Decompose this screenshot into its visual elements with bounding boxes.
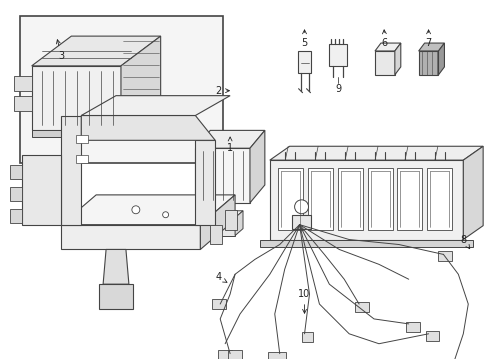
Bar	[368, 168, 392, 230]
Text: 10: 10	[298, 289, 311, 313]
Bar	[76, 135, 88, 143]
Polygon shape	[439, 43, 444, 75]
Polygon shape	[200, 195, 235, 249]
Polygon shape	[375, 43, 401, 51]
Polygon shape	[61, 195, 235, 225]
Bar	[427, 168, 452, 230]
Circle shape	[294, 200, 309, 214]
Bar	[426, 331, 440, 341]
Polygon shape	[196, 148, 250, 203]
Bar	[292, 215, 312, 229]
Bar	[210, 225, 222, 244]
Polygon shape	[81, 96, 230, 116]
Bar	[338, 168, 363, 230]
Polygon shape	[196, 130, 265, 148]
Polygon shape	[61, 225, 200, 249]
Bar	[397, 168, 422, 230]
Text: 5: 5	[301, 30, 308, 48]
Text: 9: 9	[335, 84, 342, 94]
Polygon shape	[121, 36, 161, 130]
Bar	[406, 322, 419, 332]
Bar	[218, 350, 232, 360]
Polygon shape	[250, 130, 265, 203]
Polygon shape	[32, 36, 161, 66]
Polygon shape	[270, 146, 483, 160]
Polygon shape	[418, 51, 439, 75]
Polygon shape	[235, 211, 243, 235]
Polygon shape	[196, 140, 215, 225]
Polygon shape	[22, 155, 61, 225]
Bar	[301, 332, 314, 342]
Bar	[268, 352, 286, 360]
Polygon shape	[210, 218, 235, 235]
Polygon shape	[81, 116, 215, 140]
Polygon shape	[10, 187, 22, 201]
Polygon shape	[270, 160, 464, 239]
Bar	[355, 302, 369, 312]
Polygon shape	[213, 203, 232, 218]
Bar	[76, 155, 88, 163]
Bar	[439, 251, 452, 261]
Text: 8: 8	[460, 234, 470, 249]
Polygon shape	[14, 96, 32, 111]
Polygon shape	[32, 130, 121, 137]
Text: 7: 7	[425, 30, 432, 48]
Bar	[278, 168, 303, 230]
Bar	[297, 51, 312, 73]
Circle shape	[163, 212, 169, 218]
Text: 4: 4	[215, 272, 227, 282]
Polygon shape	[10, 209, 22, 223]
Polygon shape	[99, 284, 133, 309]
Text: 1: 1	[227, 137, 233, 153]
Polygon shape	[61, 116, 81, 225]
Polygon shape	[10, 165, 22, 179]
Circle shape	[132, 206, 140, 214]
Text: 6: 6	[382, 30, 388, 48]
Bar	[225, 210, 237, 230]
Polygon shape	[14, 76, 32, 91]
Bar	[20, 16, 223, 163]
Bar	[228, 350, 242, 360]
Text: 3: 3	[56, 40, 65, 61]
Polygon shape	[260, 239, 473, 247]
Polygon shape	[375, 51, 395, 75]
Bar	[308, 168, 333, 230]
Polygon shape	[418, 43, 444, 51]
Polygon shape	[464, 146, 483, 239]
Bar	[212, 299, 226, 309]
Polygon shape	[395, 43, 401, 75]
Polygon shape	[32, 66, 121, 130]
Polygon shape	[210, 211, 243, 218]
Text: 2: 2	[215, 86, 229, 96]
Polygon shape	[103, 249, 129, 284]
Bar	[329, 44, 347, 66]
